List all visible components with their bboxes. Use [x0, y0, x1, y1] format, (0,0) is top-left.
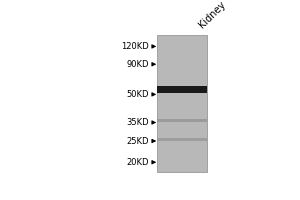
Text: 35KD: 35KD: [127, 118, 149, 127]
Text: 20KD: 20KD: [127, 158, 149, 167]
Text: 120KD: 120KD: [121, 42, 149, 51]
Bar: [157, 35, 207, 172]
Bar: [157, 119, 207, 122]
Text: 25KD: 25KD: [127, 137, 149, 146]
Bar: [157, 138, 207, 141]
Bar: [157, 86, 207, 93]
Text: 90KD: 90KD: [127, 60, 149, 69]
Text: 50KD: 50KD: [127, 90, 149, 99]
Text: Kidney: Kidney: [197, 0, 227, 30]
